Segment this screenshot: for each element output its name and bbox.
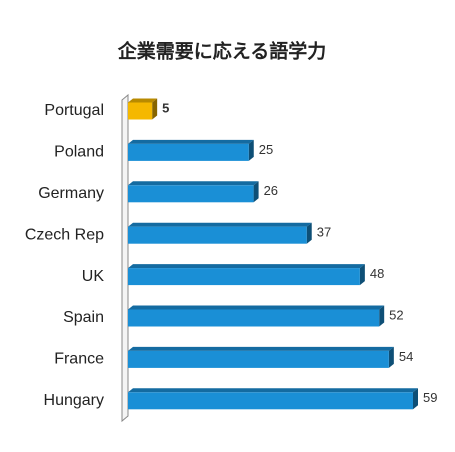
bar-side: [413, 388, 418, 410]
y-tick-label: Hungary: [44, 392, 104, 409]
bar-top: [128, 388, 418, 393]
data-label: 25: [259, 142, 273, 157]
chart-title: 企業需要に応える語学力: [117, 40, 326, 63]
bar-top: [128, 346, 394, 351]
y-tick-label: France: [54, 351, 104, 368]
y-tick-label: Czech Rep: [25, 226, 104, 243]
bar-top: [128, 264, 365, 269]
bar-side: [359, 264, 365, 286]
bar: [128, 102, 153, 120]
data-label: 26: [264, 183, 278, 198]
bar-top: [128, 222, 312, 227]
bar: [128, 185, 254, 203]
bar: [128, 226, 307, 244]
y-tick-label: Spain: [63, 309, 104, 326]
axis-wall: [121, 93, 129, 423]
y-tick-label: Germany: [38, 185, 104, 202]
data-label: 59: [423, 390, 437, 405]
bar: [128, 268, 360, 286]
bar-top: [128, 305, 385, 310]
bar: [128, 350, 389, 368]
data-label: 52: [389, 307, 403, 322]
bar-top: [128, 139, 254, 144]
data-label: 5: [162, 100, 169, 115]
data-label: 54: [399, 349, 413, 364]
data-label: 37: [317, 225, 331, 240]
bar-top: [128, 98, 158, 103]
bar-side: [248, 139, 254, 161]
bar-side: [253, 181, 259, 203]
bar: [128, 392, 413, 410]
bar: [128, 143, 249, 161]
bar-side: [379, 305, 385, 327]
y-tick-label: Portugal: [44, 102, 104, 119]
data-label: 48: [370, 266, 384, 281]
y-tick-label: UK: [82, 268, 105, 285]
bar: [128, 309, 380, 327]
y-tick-label: Poland: [54, 144, 104, 161]
bar-side: [152, 98, 158, 120]
bar-top: [128, 181, 259, 186]
bar-side: [306, 222, 312, 244]
bar-side: [388, 346, 394, 368]
